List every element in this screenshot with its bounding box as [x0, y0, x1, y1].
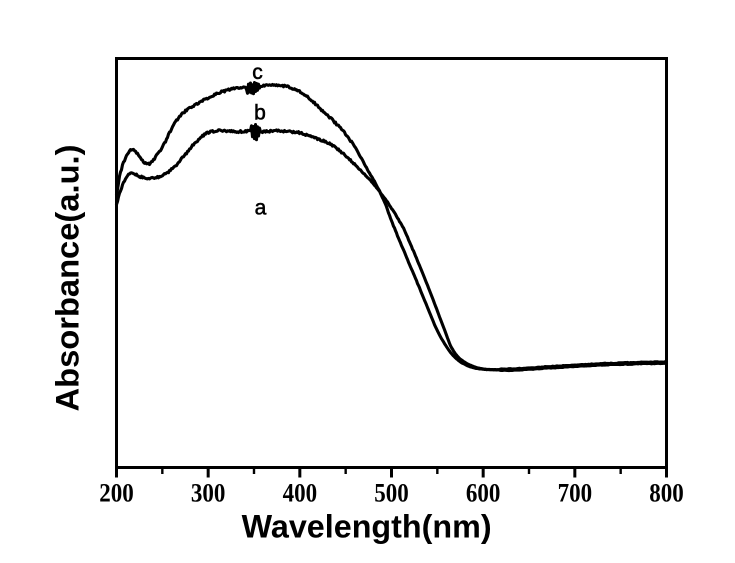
- svg-text:b: b: [254, 102, 266, 125]
- svg-text:200: 200: [99, 479, 134, 508]
- svg-text:c: c: [252, 61, 263, 84]
- svg-text:Wavelength(nm): Wavelength(nm): [242, 508, 492, 544]
- svg-text:Absorbance(a.u.): Absorbance(a.u.): [50, 145, 86, 412]
- svg-text:600: 600: [466, 479, 501, 508]
- svg-text:800: 800: [649, 479, 684, 508]
- svg-text:a: a: [255, 197, 267, 220]
- svg-text:500: 500: [374, 479, 409, 508]
- svg-text:400: 400: [283, 479, 318, 508]
- svg-text:700: 700: [558, 479, 593, 508]
- svg-text:300: 300: [191, 479, 226, 508]
